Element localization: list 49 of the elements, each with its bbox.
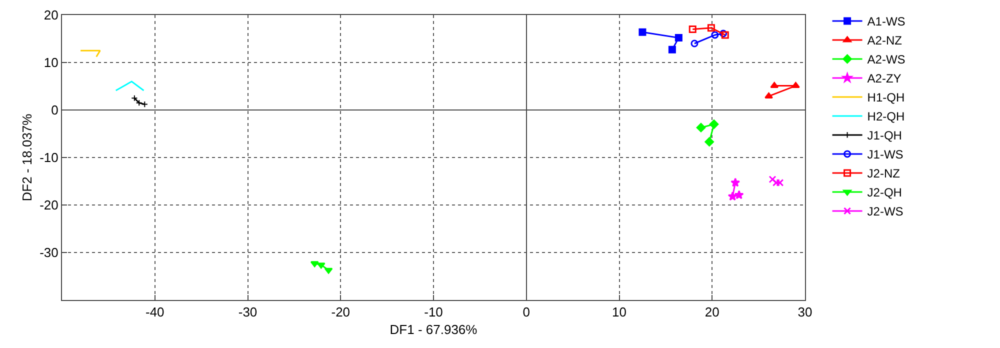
x-axis-title: DF1 - 67.936% [390,322,478,338]
y-tick-label: -20 [40,198,58,213]
y-tick-label: 10 [44,55,58,70]
legend-label: J2-WS [867,204,904,219]
legend-label: A2-ZY [867,72,902,86]
point [770,82,779,88]
y-axis-title: DF2 - 18.037% [20,113,35,202]
x-tick-label: 0 [522,304,530,320]
legend-label: H2-QH [867,110,905,124]
point [704,137,714,146]
point [772,178,780,186]
point [674,34,682,42]
point [688,26,696,33]
point [734,190,744,200]
legend-label: J2-NZ [867,166,900,181]
x-tick-label: 10 [612,304,626,320]
point [690,40,698,48]
y-tick-label: -10 [40,150,58,166]
point [792,82,800,88]
x-tick-label: 30 [798,304,812,320]
y-tick-label: -30 [40,245,58,260]
legend-label: A1-WS [867,14,906,29]
point [776,178,784,186]
x-tick-label: -20 [331,304,350,320]
legend-label: A2-NZ [867,34,902,48]
point [324,268,333,274]
x-tick-label: -10 [424,304,443,320]
legend-label: J1-WS [867,148,904,162]
point [768,176,776,184]
legend-label: A2-WS [867,52,906,67]
y-tick-label: 20 [44,8,58,23]
legend-label: J2-QH [867,186,902,200]
point [696,122,706,132]
point [707,24,715,32]
point [310,261,319,268]
point [316,262,326,269]
point [764,92,773,98]
point [638,28,646,36]
x-tick-label: 20 [704,304,720,320]
x-tick-label: -30 [238,304,258,320]
point [730,178,740,187]
point [728,192,738,201]
x-tick-label: -40 [145,304,164,320]
point [711,31,719,39]
legend-label: H1-QH [867,90,905,105]
legend-label: J1-QH [867,128,902,143]
point [668,46,676,54]
y-tick-label: 0 [51,102,58,118]
point [709,120,719,129]
